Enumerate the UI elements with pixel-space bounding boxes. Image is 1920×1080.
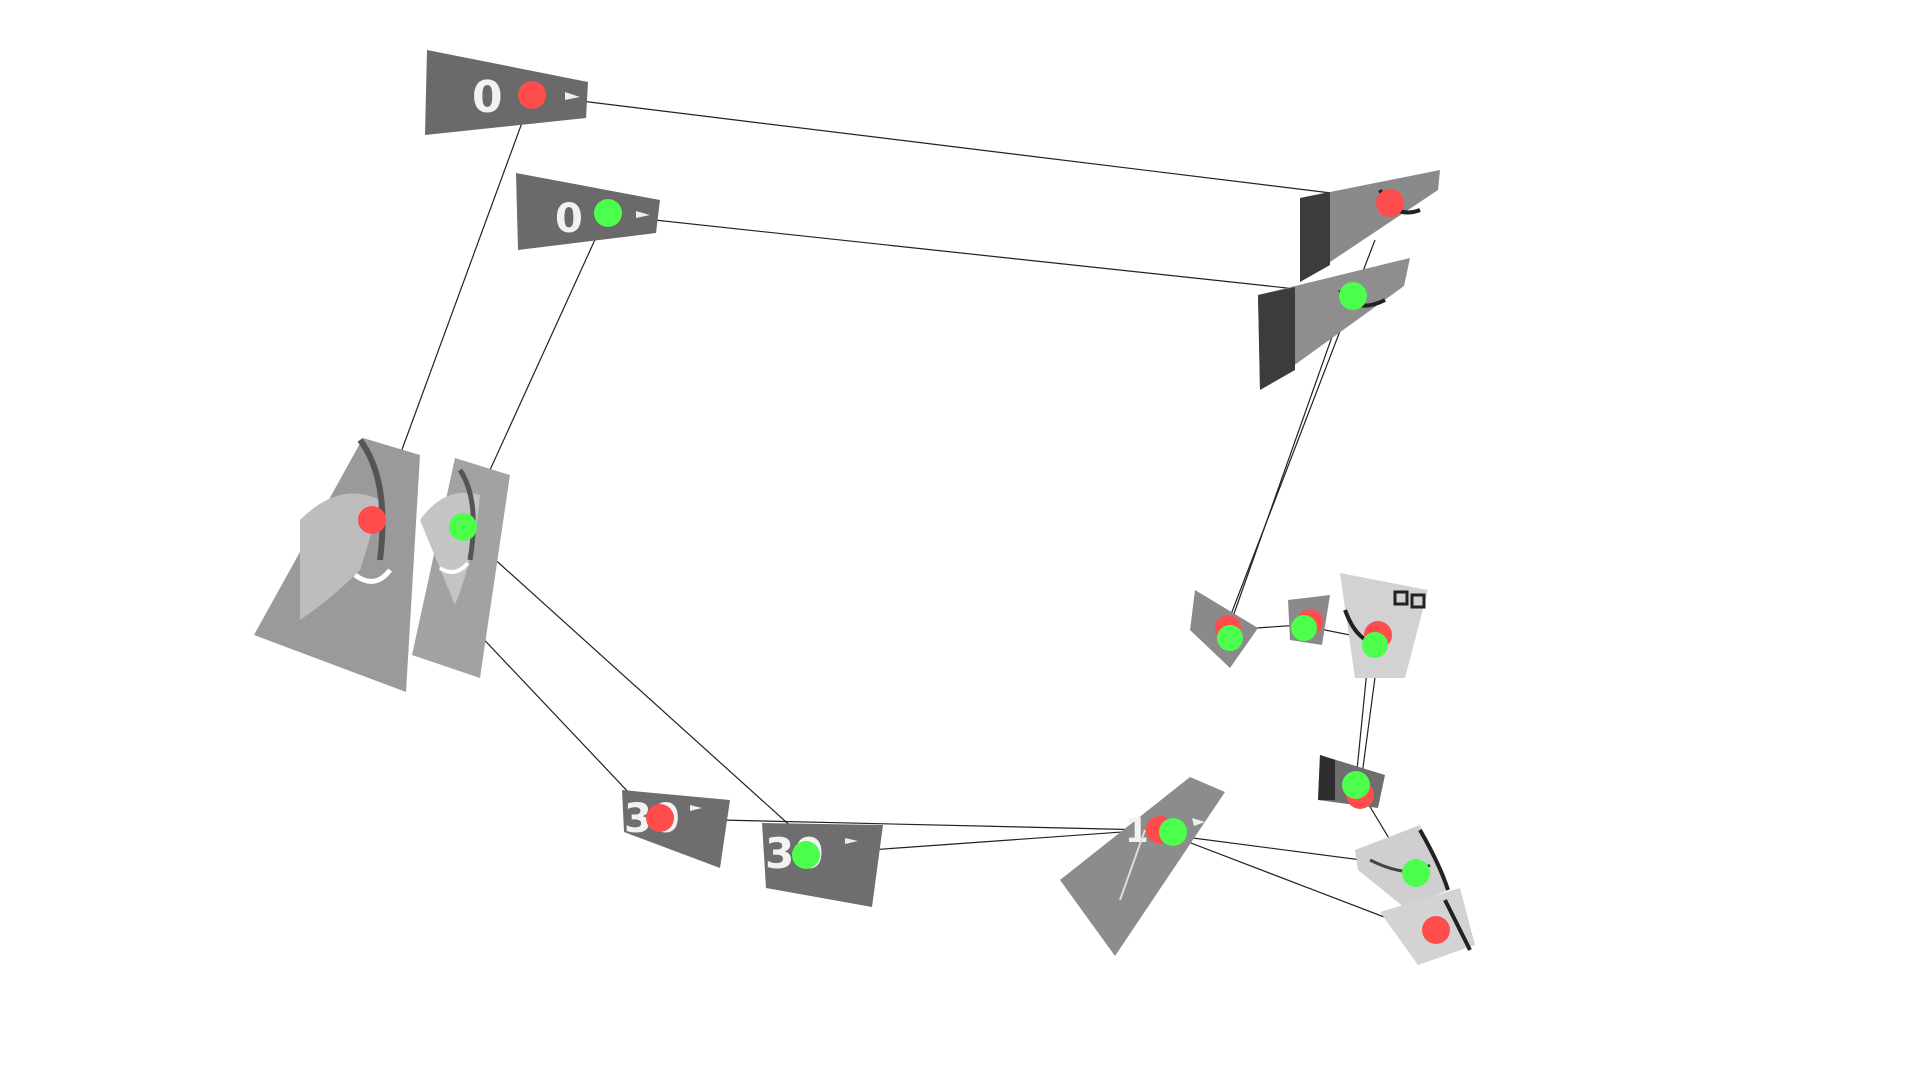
- link-line: [607, 214, 1353, 296]
- link-line: [1169, 834, 1406, 926]
- marker-green: [1362, 632, 1388, 658]
- marker-red: [518, 81, 546, 109]
- marker-red: [646, 804, 674, 832]
- marker-green: [594, 199, 622, 227]
- marker-green: [792, 841, 820, 869]
- marker-red: [358, 506, 386, 534]
- link-line: [489, 554, 796, 831]
- tile-top-right-b: [1258, 258, 1410, 390]
- marker-green: [1159, 818, 1187, 846]
- tile-bottom-b: 30: [762, 823, 883, 907]
- link-line: [489, 232, 599, 471]
- link-line: [1229, 299, 1346, 626]
- link-line: [719, 819, 1151, 831]
- tile-top-left-a: 0: [425, 50, 588, 135]
- marker-green: [449, 513, 477, 541]
- tile-top-left-b: 0: [516, 173, 660, 250]
- tile-face-left-b: [412, 458, 510, 678]
- markers: [358, 81, 1450, 944]
- link-line: [399, 119, 524, 456]
- link-line: [474, 629, 651, 816]
- marker-green: [1291, 615, 1317, 641]
- tile-bottom-a: 30: [622, 790, 730, 868]
- tile-label: 0: [472, 72, 503, 123]
- marker-red: [1422, 916, 1450, 944]
- marker-green: [1342, 771, 1370, 799]
- marker-green: [1339, 282, 1367, 310]
- tile-right-low-a: [1355, 825, 1450, 908]
- tile-face-left-a: [254, 438, 420, 692]
- tile-top-right-a: [1300, 170, 1440, 282]
- marker-green: [1402, 859, 1430, 887]
- tile-bottom-center: 10: [1060, 777, 1225, 956]
- marker-red: [1376, 189, 1404, 217]
- marker-green: [1217, 625, 1243, 651]
- link-line: [869, 829, 1151, 851]
- tile-label: 0: [555, 196, 583, 242]
- link-line: [531, 94, 1389, 201]
